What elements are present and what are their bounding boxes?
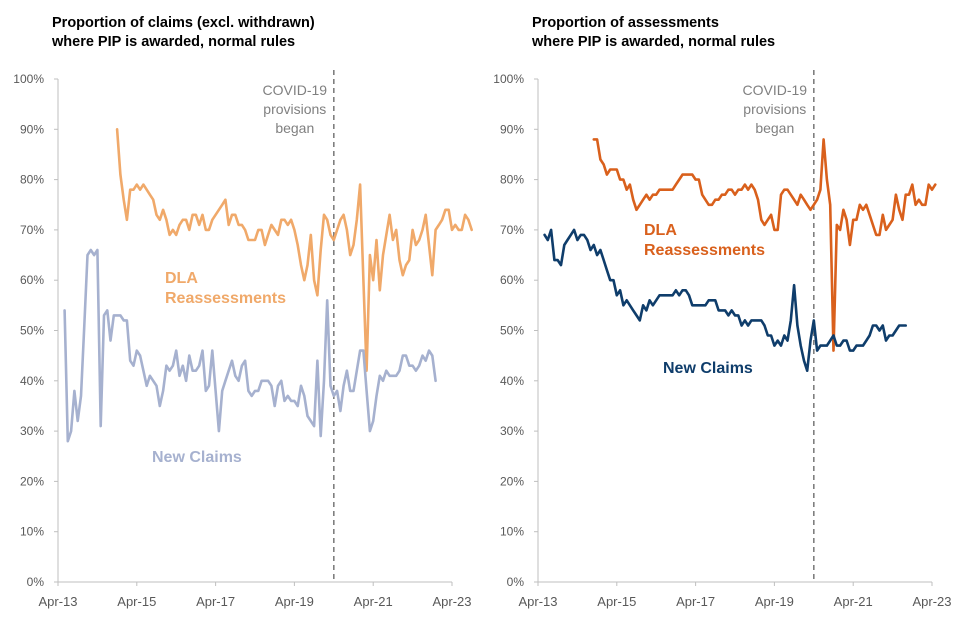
x-tick-label: Apr-17 [196,594,235,609]
y-tick-label: 90% [20,122,44,136]
y-tick-label: 70% [500,223,524,237]
x-tick-label: Apr-17 [676,594,715,609]
covid-marker-label: COVID-19 [263,82,328,98]
y-tick-label: 30% [500,424,524,438]
y-tick-label: 100% [13,72,44,86]
y-tick-label: 20% [500,474,524,488]
x-tick-label: Apr-23 [912,594,951,609]
x-tick-label: Apr-23 [432,594,471,609]
series-line-new-claims [543,228,908,373]
series-label: Reassessments [165,290,286,307]
y-tick-label: 70% [20,223,44,237]
line-chart-assessments: 0% 10% 20% 30% 40% 50% 60% 70% 80% 90% 100% Apr-13 A… [493,70,952,609]
series-label: New Claims [152,449,242,466]
series-line-new-claims [63,248,437,443]
chart-title-line2: where PIP is awarded, normal rules [532,34,776,50]
covid-marker-label: began [275,120,314,136]
chart-panel-claims: Proportion of claims (excl. withdrawn) w… [13,14,474,609]
x-tick-label: Apr-19 [755,594,794,609]
series-label: Reassessments [644,242,765,259]
y-tick-label: 60% [20,273,44,287]
x-tick-label: Apr-13 [518,594,557,609]
covid-marker-label: provisions [263,101,326,117]
y-tick-label: 50% [500,324,524,338]
series-line-dla-reassessments [115,128,474,373]
x-tick-label: Apr-19 [275,594,314,609]
chart-title-claims: Proportion of claims (excl. withdrawn) w… [52,14,472,52]
series-label: DLA [165,270,198,287]
covid-marker-label: provisions [743,101,806,117]
chart-panel-assessments: Proportion of assessments where PIP is a… [480,0,960,640]
y-tick-label: 40% [20,374,44,388]
chart-title-line2: where PIP is awarded, normal rules [52,34,296,50]
x-tick-label: Apr-13 [38,594,77,609]
chart-title-line1: Proportion of assessments [532,15,719,31]
y-tick-label: 80% [500,173,524,187]
chart-title-line1: Proportion of claims (excl. withdrawn) [52,15,315,31]
series-label: DLA [644,222,677,239]
y-tick-label: 30% [20,424,44,438]
x-tick-label: Apr-21 [354,594,393,609]
y-tick-label: 0% [507,575,525,589]
chart-title-assessments: Proportion of assessments where PIP is a… [532,14,952,52]
y-tick-label: 0% [27,575,45,589]
series-label: New Claims [663,360,753,377]
line-chart-claims: 0% 10% 20% 30% 40% 50% 60% 70% 80% 90% 100% Apr-13 A… [13,70,474,609]
y-tick-label: 80% [20,173,44,187]
y-tick-label: 10% [500,525,524,539]
x-tick-label: Apr-15 [117,594,156,609]
y-tick-label: 10% [20,525,44,539]
y-tick-label: 100% [493,72,524,86]
y-tick-label: 50% [20,324,44,338]
series-line-dla-reassessments [592,138,937,352]
x-tick-label: Apr-15 [597,594,636,609]
covid-marker-label: began [755,120,794,136]
y-tick-label: 40% [500,374,524,388]
y-tick-label: 90% [500,122,524,136]
x-tick-label: Apr-21 [834,594,873,609]
covid-marker-label: COVID-19 [743,82,808,98]
y-tick-label: 60% [500,273,524,287]
y-tick-label: 20% [20,474,44,488]
